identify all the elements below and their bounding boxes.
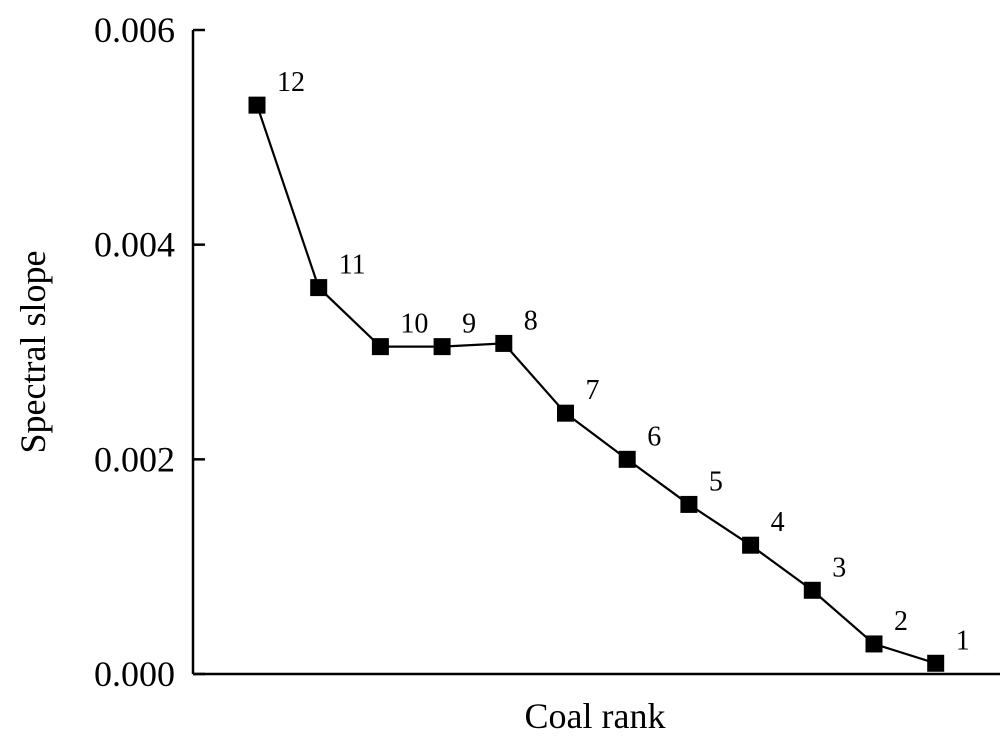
y-axis-label: Spectral slope (13, 251, 53, 454)
y-tick-label: 0.004 (94, 225, 175, 265)
data-point-10 (371, 338, 389, 356)
data-label-3: 3 (832, 552, 846, 583)
data-label-1: 1 (956, 625, 970, 656)
series-line (255, 104, 937, 665)
y-axis: 0.000 0.002 0.004 0.006 (94, 10, 205, 694)
data-label-7: 7 (586, 375, 600, 406)
data-point-12 (248, 96, 266, 114)
data-point-8 (495, 334, 513, 352)
data-point-5 (680, 495, 698, 513)
data-point-1 (927, 654, 945, 672)
data-point-2 (865, 635, 883, 653)
data-label-5: 5 (709, 466, 723, 497)
y-tick-label: 0.000 (94, 654, 175, 694)
data-label-10: 10 (400, 309, 428, 340)
data-point-4 (742, 536, 760, 554)
data-label-4: 4 (771, 507, 785, 538)
data-point-9 (433, 338, 451, 356)
data-point-6 (618, 450, 636, 468)
data-label-2: 2 (894, 606, 908, 637)
x-axis-label: Coal rank (525, 696, 666, 736)
data-label-9: 9 (462, 309, 476, 340)
series-layer: 12 11 10 9 8 7 6 5 4 3 2 1 (248, 67, 970, 672)
data-point-3 (803, 581, 821, 599)
data-point-11 (310, 279, 328, 297)
y-ticks: 0.000 0.002 0.004 0.006 (94, 10, 205, 694)
data-label-8: 8 (524, 305, 538, 336)
data-point-7 (557, 404, 574, 422)
data-label-6: 6 (647, 421, 661, 452)
data-label-11: 11 (339, 250, 366, 281)
y-tick-label: 0.006 (94, 10, 175, 50)
data-label-12: 12 (277, 67, 305, 98)
y-tick-label: 0.002 (94, 439, 175, 479)
